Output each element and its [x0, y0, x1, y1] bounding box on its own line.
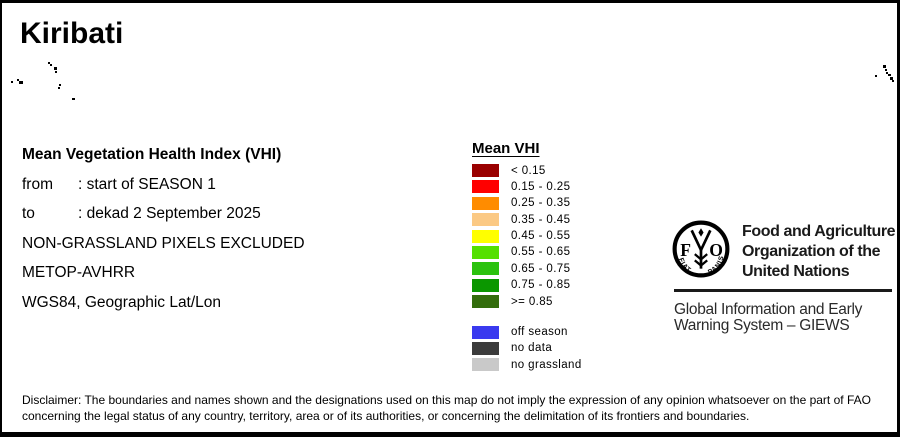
island-dot: [890, 77, 893, 80]
legend-row: off season: [472, 325, 582, 339]
disclaimer-line2: concerning the legal status of any count…: [22, 409, 750, 423]
island-dot: [58, 87, 60, 89]
island-dot: [886, 72, 888, 74]
disclaimer-line1: Disclaimer: The boundaries and names sho…: [22, 393, 871, 407]
legend-label: 0.55 - 0.65: [511, 246, 571, 259]
legend-label: 0.75 - 0.85: [511, 279, 571, 292]
info-row-to-label: to: [22, 205, 35, 223]
legend-row: no data: [472, 341, 582, 355]
legend-label: no data: [511, 342, 553, 355]
island-dot: [892, 80, 894, 82]
island-dot: [48, 62, 50, 64]
giews-name: Global Information and Early Warning Sys…: [674, 302, 862, 333]
legend-swatch: [472, 164, 499, 177]
legend-title: Mean VHI: [472, 140, 540, 157]
island-dot: [883, 65, 886, 68]
legend-swatch: [472, 196, 499, 210]
legend-label: < 0.15: [511, 164, 546, 177]
island-dot: [50, 64, 52, 66]
legend-row: 0.75 - 0.85: [472, 278, 582, 292]
fao-logo-letter-f: F: [680, 240, 691, 260]
legend-swatch: [472, 358, 499, 372]
island-dot: [72, 98, 75, 100]
legend-row: 0.35 - 0.45: [472, 213, 582, 227]
legend-row: >= 0.85: [472, 295, 582, 309]
legend-swatch: [472, 213, 499, 227]
legend-swatch: [472, 341, 499, 355]
legend-label: 0.45 - 0.55: [511, 230, 571, 243]
legend-swatch: [472, 278, 499, 292]
island-dot: [19, 81, 23, 84]
map-info-block: Mean Vegetation Health Index (VHI) from:…: [22, 140, 305, 318]
legend-swatch: [472, 245, 499, 259]
island-dot: [885, 69, 887, 71]
fao-divider: [674, 289, 892, 292]
legend-row: 0.45 - 0.55: [472, 229, 582, 243]
island-dot: [55, 71, 57, 73]
info-row-to: to : dekad 2 September 2025: [22, 199, 305, 229]
legend-row: 0.55 - 0.65: [472, 245, 582, 259]
legend-label: 0.25 - 0.35: [511, 197, 571, 210]
island-dot: [17, 79, 19, 81]
info-line-sensor: METOP-AVHRR: [22, 264, 136, 282]
info-line-projection: WGS84, Geographic Lat/Lon: [22, 293, 222, 311]
fao-org-name: Food and Agriculture Organization of the…: [742, 222, 896, 282]
legend-row: 0.15 - 0.25: [472, 180, 582, 194]
legend: Mean VHI < 0.15 0.15 - 0.25 0.25 - 0.35 …: [472, 141, 582, 375]
info-heading: Mean Vegetation Health Index (VHI): [22, 146, 282, 163]
legend-label: off season: [511, 326, 568, 339]
legend-row: 0.65 - 0.75: [472, 262, 582, 276]
legend-label: 0.65 - 0.75: [511, 262, 571, 275]
legend-label: >= 0.85: [511, 295, 553, 308]
island-dot: [59, 84, 61, 86]
island-dot: [11, 81, 13, 83]
legend-row: no grassland: [472, 358, 582, 372]
legend-row: < 0.15: [472, 164, 582, 177]
legend-swatch: [472, 325, 499, 339]
fao-org-line2: Organization of the: [742, 243, 881, 260]
fao-logo-letter-o: O: [709, 240, 723, 260]
legend-label: 0.15 - 0.25: [511, 180, 571, 193]
disclaimer: Disclaimer: The boundaries and names sho…: [22, 392, 871, 424]
legend-gap: [472, 312, 582, 326]
legend-swatch: [472, 262, 499, 276]
legend-label: 0.35 - 0.45: [511, 213, 571, 226]
fao-org-line3: United Nations: [742, 263, 850, 280]
island-dot: [875, 75, 877, 77]
info-row-from: from : start of SEASON 1: [22, 170, 305, 200]
info-row-from-label: from: [22, 175, 53, 193]
island-dot: [888, 74, 891, 76]
legend-label: no grassland: [511, 358, 582, 371]
island-dot: [54, 67, 57, 70]
legend-swatch: [472, 229, 499, 243]
giews-line1: Global Information and Early: [674, 301, 863, 318]
fao-logo-icon: F O FIAT PANIS: [672, 220, 730, 278]
legend-swatch: [472, 295, 499, 309]
info-line-pixels: NON-GRASSLAND PIXELS EXCLUDED: [22, 234, 305, 252]
fao-org-line1: Food and Agriculture: [742, 223, 896, 240]
giews-line2: Warning System – GIEWS: [674, 316, 850, 334]
info-row-to-value: : dekad 2 September 2025: [78, 205, 261, 223]
legend-swatch: [472, 180, 499, 194]
legend-row: 0.25 - 0.35: [472, 196, 582, 210]
info-row-from-value: : start of SEASON 1: [78, 175, 216, 193]
page-title: Kiribati: [20, 17, 124, 50]
